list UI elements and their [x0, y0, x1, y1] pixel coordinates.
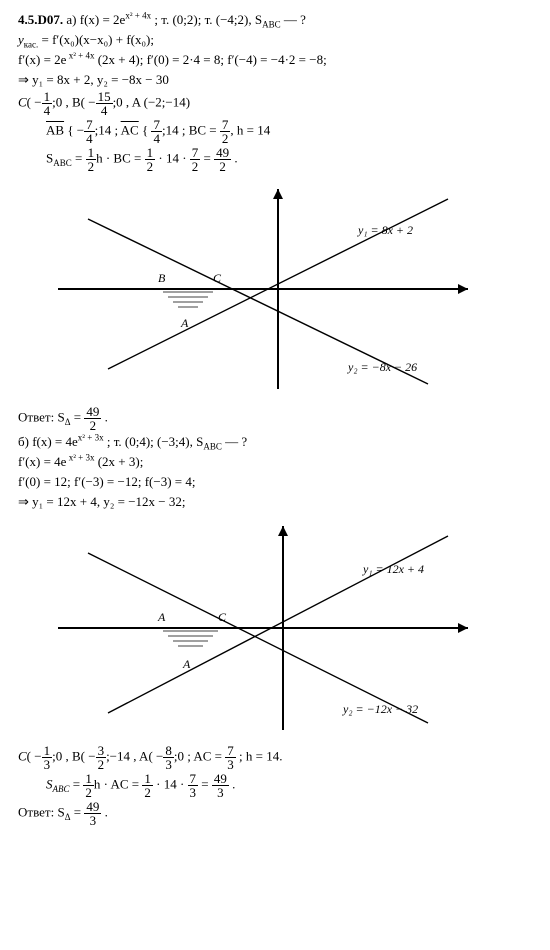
label-y1-a: y₁ = 8x + 2 — [357, 223, 413, 237]
derivative-a: f′(x) = 2e x² + 4x (2x + 4); f′(0) = 2·4… — [18, 51, 532, 70]
answer-b: Ответ: SΔ = 493 . — [18, 800, 532, 827]
values-b: f′(0) = 12; f′(−3) = −12; f(−3) = 4; — [18, 473, 532, 492]
points-cba: C( −14;0 , B( −154;0 , A (−2;−14) — [18, 90, 532, 117]
label-A-top: A — [157, 610, 166, 624]
tangent-eqs-a: ⇒ y₁ = 8x + 2, y₂ = −8x − 30 — [18, 71, 532, 90]
vectors-line: AB { −74;14 ; AC { 74;14 ; BC = 72, h = … — [46, 118, 532, 145]
derivative-b: f′(x) = 4e x² + 3x (2x + 3); — [18, 453, 532, 472]
label-y1-b: y₁ = 12x + 4 — [362, 562, 424, 576]
tangent-eqs-b: ⇒ y₁ = 12x + 4, y₂ = −12x − 32; — [18, 493, 532, 512]
label-y2-a: y₂ = −8x − 26 — [347, 360, 417, 374]
graph-b: A C A y₁ = 12x + 4 y₂ = −12x − 32 — [48, 518, 488, 738]
label-A: A — [180, 316, 189, 330]
graph-a: B C A y₁ = 8x + 2 y₂ = −8x − 26 — [48, 179, 488, 399]
label-B: B — [158, 271, 166, 285]
answer-a: Ответ: SΔ = 492 . — [18, 405, 532, 432]
label-y2-b: y₂ = −12x − 32 — [342, 702, 418, 716]
label-A-bottom: A — [182, 657, 191, 671]
problem-header: 4.5.D07. а) f(x) = 2ex² + 4x ; т. (0;2);… — [18, 11, 532, 30]
points-b: C( −13;0 , B( −32;−14 , A( −83;0 ; AC = … — [18, 744, 532, 771]
label-C2: C — [218, 610, 227, 624]
area-abc-1: SABC = 12h · BC = 12 · 14 · 72 = 492 . — [46, 146, 532, 173]
label-C: C — [213, 271, 222, 285]
part-b-header: б) f(x) = 4ex² + 3x ; т. (0;4); (−3;4), … — [18, 433, 532, 452]
tangent-formula: yкас. = f′(x₀)(x−x₀) + f(x₀); — [18, 31, 532, 50]
problem-number: 4.5.D07. — [18, 12, 63, 27]
math-solution-page: 4.5.D07. а) f(x) = 2ex² + 4x ; т. (0;2);… — [0, 0, 550, 838]
area-abc-2: SABC = 12h · AC = 12 · 14 · 73 = 493 . — [46, 772, 532, 799]
part-a-func: а) f(x) = 2e — [66, 12, 125, 27]
